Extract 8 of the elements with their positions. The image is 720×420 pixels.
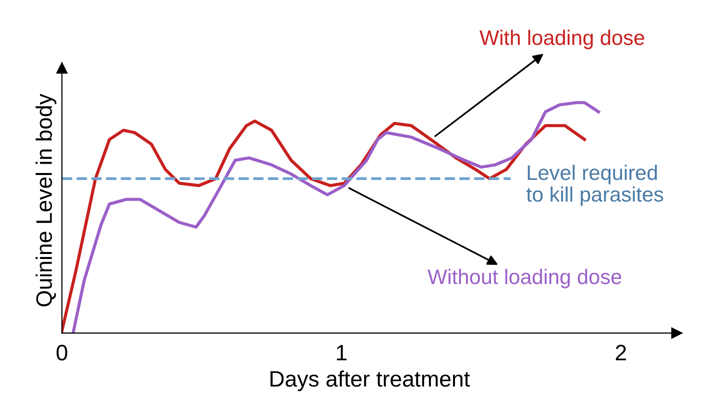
- text: With loading dose: [480, 30, 644, 50]
- x-tick-label: 2: [616, 344, 626, 360]
- x-axis-title: Days after treatment: [270, 370, 470, 392]
- x-tick-label: 1: [336, 344, 347, 360]
- ref-line-label: Level required to kill parasites: [526, 164, 664, 206]
- x-tick-label: 0: [56, 344, 68, 360]
- text: Without loading dose: [428, 268, 622, 288]
- y-axis-title: Quinine Level in body: [36, 94, 56, 306]
